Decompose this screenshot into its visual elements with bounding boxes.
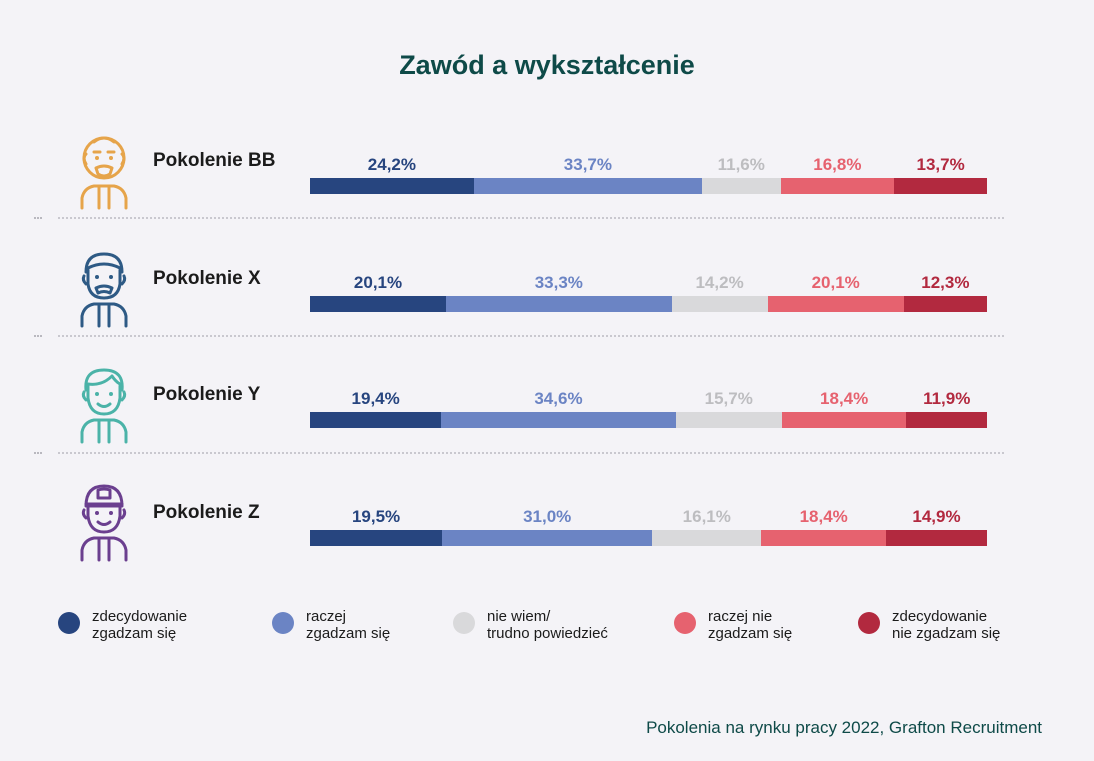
- data-label: 11,9%: [923, 389, 971, 408]
- bar-segment: [310, 530, 443, 546]
- legend-label: zdecydowanie zgadzam się: [92, 608, 242, 642]
- bar-segment: [473, 178, 702, 194]
- data-label: 12,3%: [921, 273, 970, 292]
- data-label: 16,1%: [682, 507, 731, 526]
- category-label: Pokolenie BB: [153, 150, 276, 171]
- data-label: 33,3%: [534, 273, 583, 292]
- bar-segment: [894, 178, 987, 194]
- data-label: 33,7%: [563, 155, 613, 174]
- bar-segment: [903, 296, 987, 312]
- bar-segment: [310, 178, 474, 194]
- row-divider-mark: [34, 217, 42, 219]
- bar-segment: [701, 178, 781, 194]
- chart-row: Pokolenie BB 24,2% 33,7% 11,6% 16,8% 13,7%: [0, 128, 1094, 238]
- bar-segment: [442, 530, 653, 546]
- chart-row: Pokolenie Y 19,4% 34,6% 15,7% 18,4% 11,9%: [0, 362, 1094, 472]
- bar-segment: [441, 412, 676, 428]
- bar-segment: [446, 296, 672, 312]
- data-label: 20,1%: [353, 273, 403, 292]
- bar-segment: [906, 412, 987, 428]
- data-label: 24,2%: [367, 155, 417, 174]
- legend-label-line: nie zgadzam się: [892, 625, 1001, 642]
- young-man-icon: [72, 362, 136, 444]
- legend-label: zdecydowanie nie zgadzam się: [892, 608, 1042, 642]
- category-label: Pokolenie Z: [153, 502, 260, 523]
- data-label: 14,9%: [912, 507, 961, 526]
- data-label: 14,2%: [695, 273, 744, 292]
- stacked-bar: [310, 296, 987, 312]
- row-divider: [58, 217, 1004, 219]
- legend-swatch: [858, 612, 880, 634]
- stacked-bar: [310, 412, 987, 428]
- bar-segment: [310, 412, 442, 428]
- bar-segment: [310, 296, 447, 312]
- data-label: 20,1%: [811, 273, 860, 292]
- legend-label-line: zdecydowanie: [92, 608, 188, 625]
- data-label: 15,7%: [704, 389, 753, 408]
- source-note: Pokolenia na rynku pracy 2022, Grafton R…: [646, 718, 1042, 737]
- man-icon: [72, 246, 136, 328]
- legend-swatch: [272, 612, 294, 634]
- bar-segment: [767, 296, 904, 312]
- cap-boy-icon: [72, 480, 136, 562]
- bar-segment: [780, 178, 895, 194]
- stacked-bar: [310, 530, 987, 546]
- bar-segment: [652, 530, 762, 546]
- category-label: Pokolenie X: [153, 268, 261, 289]
- chart-title: Zawód a wykształcenie: [399, 50, 695, 80]
- legend-label: nie wiem/trudno powiedzieć: [487, 608, 637, 642]
- category-label: Pokolenie Y: [153, 384, 261, 405]
- legend-label-line: zgadzam się: [92, 625, 177, 642]
- bar-segment: [675, 412, 782, 428]
- legend-label-line: zgadzam się: [306, 625, 391, 642]
- legend-label-line: trudno powiedzieć: [487, 625, 608, 642]
- legend-label-line: raczej: [306, 608, 347, 625]
- row-divider-mark: [34, 452, 42, 454]
- data-label: 13,7%: [916, 155, 965, 174]
- bar-segment: [671, 296, 768, 312]
- bar-segment: [761, 530, 886, 546]
- legend-swatch: [674, 612, 696, 634]
- data-label: 18,4%: [820, 389, 869, 408]
- old-man-icon: [72, 128, 136, 210]
- legend-label-line: zdecydowanie: [892, 608, 988, 625]
- data-label: 31,0%: [523, 507, 572, 526]
- bar-segment: [781, 412, 907, 428]
- legend-label: raczej nie zgadzam się: [708, 608, 858, 642]
- data-label: 16,8%: [813, 155, 862, 174]
- chart-row: Pokolenie X 20,1% 33,3% 14,2% 20,1% 12,3%: [0, 246, 1094, 356]
- bar-segment: [886, 530, 987, 546]
- legend-label-line: zgadzam się: [708, 625, 793, 642]
- row-divider-mark: [34, 335, 42, 337]
- data-label: 19,5%: [351, 507, 401, 526]
- row-divider: [58, 452, 1004, 454]
- data-label: 34,6%: [534, 389, 583, 408]
- data-label: 11,6%: [717, 155, 765, 174]
- chart-row: Pokolenie Z 19,5% 31,0% 16,1% 18,4% 14,9%: [0, 480, 1094, 590]
- legend-label: raczej zgadzam się: [306, 608, 456, 642]
- legend-swatch: [453, 612, 475, 634]
- row-divider: [58, 335, 1004, 337]
- stacked-bar: [310, 178, 987, 194]
- legend-swatch: [58, 612, 80, 634]
- legend-label-line: nie wiem/: [487, 608, 551, 625]
- legend-label-line: raczej nie: [708, 608, 773, 625]
- data-label: 19,4%: [351, 389, 400, 408]
- data-label: 18,4%: [799, 507, 848, 526]
